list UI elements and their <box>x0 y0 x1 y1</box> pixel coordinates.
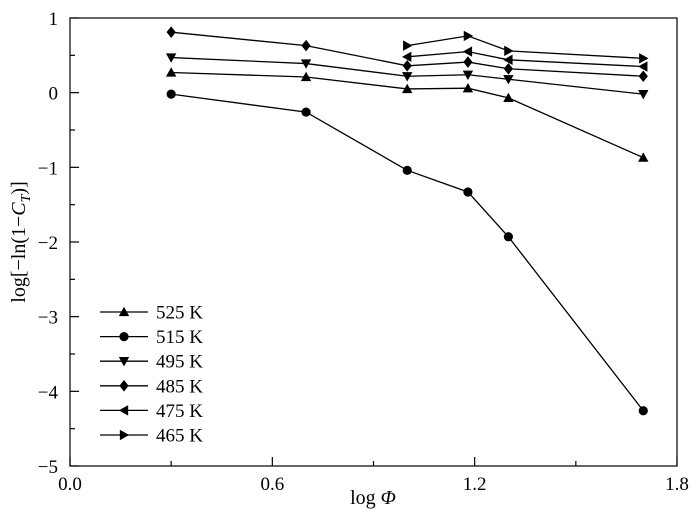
data-point-495-k <box>300 59 312 69</box>
legend-marker-475-k <box>118 405 129 416</box>
legend-label: 475 K <box>156 401 203 422</box>
data-point-485-k <box>166 26 176 38</box>
y-axis-title-prefix: log[−ln(1− <box>8 216 30 303</box>
x-axis-title-symbol: Φ <box>381 487 396 509</box>
legend-item-475-k: 475 K <box>100 401 203 422</box>
legend-label: 495 K <box>156 352 203 373</box>
data-point-465-k <box>403 40 413 51</box>
y-tick-label: −5 <box>38 457 58 478</box>
x-axis-title: log Φ <box>350 487 396 509</box>
y-axis-title: log[−ln(1−CT)] <box>8 181 34 302</box>
legend-marker-485-k <box>119 380 129 392</box>
data-point-495-k <box>638 90 649 100</box>
series-515-k <box>166 89 648 416</box>
legend-item-525-k: 525 K <box>100 303 203 324</box>
data-point-515-k <box>166 89 176 99</box>
x-tick-label: 1.2 <box>463 474 487 495</box>
series-475-k <box>402 46 648 72</box>
y-tick-label: −2 <box>38 233 58 254</box>
y-tick-label: −4 <box>38 382 59 403</box>
legend-label: 485 K <box>156 376 203 397</box>
y-axis: 1 0 −1 −2 −3 −4 −5 <box>38 9 79 478</box>
x-tick-label: 0.0 <box>58 474 82 495</box>
data-point-465-k <box>463 30 474 42</box>
legend-label: 515 K <box>156 327 203 348</box>
y-tick-label: −1 <box>38 158 58 179</box>
legend-item-495-k: 495 K <box>100 352 203 373</box>
data-point-525-k <box>165 67 177 77</box>
data-point-465-k <box>504 45 514 57</box>
data-point-465-k <box>639 53 649 64</box>
data-point-525-k <box>638 152 649 162</box>
legend-item-515-k: 515 K <box>100 327 203 348</box>
data-point-515-k <box>638 406 648 416</box>
data-point-475-k <box>503 54 513 66</box>
x-tick-label: 1.8 <box>665 474 689 495</box>
series-465-k <box>403 30 649 64</box>
series-line-525-k <box>171 71 644 159</box>
data-point-485-k <box>638 70 648 83</box>
y-axis-title-subscript: T <box>19 193 34 202</box>
legend-marker-495-k <box>118 357 130 367</box>
data-point-525-k <box>300 71 312 82</box>
data-point-475-k <box>638 61 648 72</box>
y-axis-title-suffix: )] <box>8 181 30 194</box>
series-line-465-k <box>407 35 644 59</box>
data-point-515-k <box>463 187 473 197</box>
data-point-495-k <box>165 53 177 63</box>
series-525-k <box>165 67 649 162</box>
data-point-515-k <box>301 107 311 117</box>
series-line-485-k <box>171 31 644 77</box>
series-line-515-k <box>171 93 644 412</box>
data-point-525-k <box>503 92 514 103</box>
data-point-515-k <box>402 165 412 175</box>
legend-marker-465-k <box>119 429 130 441</box>
x-axis: 0.0 0.6 1.2 1.8 <box>58 457 689 495</box>
plot-layer <box>165 26 649 416</box>
legend-marker-525-k <box>118 306 130 317</box>
legend-marker-515-k <box>119 332 129 342</box>
legend-item-465-k: 465 K <box>100 426 203 447</box>
series-485-k <box>166 26 648 83</box>
data-point-485-k <box>301 39 311 52</box>
legend-item-485-k: 485 K <box>100 376 203 397</box>
x-axis-title-prefix: log <box>350 487 381 509</box>
y-tick-label: −3 <box>38 308 58 329</box>
data-point-485-k <box>402 59 412 72</box>
data-point-495-k <box>462 70 474 80</box>
data-point-495-k <box>503 75 514 85</box>
data-point-525-k <box>402 83 413 94</box>
legend-label: 465 K <box>156 426 203 447</box>
y-tick-label: 0 <box>49 84 59 105</box>
data-point-515-k <box>503 232 513 242</box>
data-point-525-k <box>462 82 474 93</box>
data-point-475-k <box>462 46 473 57</box>
y-axis-title-symbol: C <box>8 202 30 216</box>
legend: 525 K 515 K 495 K 485 K 475 K 465 K <box>100 303 203 447</box>
series-495-k <box>165 53 649 100</box>
series-line-495-k <box>171 56 644 95</box>
data-point-475-k <box>402 51 412 63</box>
data-point-485-k <box>503 62 513 75</box>
data-point-495-k <box>402 72 413 82</box>
y-tick-label: 1 <box>49 9 59 30</box>
series-line-475-k <box>407 50 644 68</box>
x-tick-label: 0.6 <box>260 474 284 495</box>
legend-label: 525 K <box>156 303 203 324</box>
data-point-485-k <box>463 56 473 68</box>
